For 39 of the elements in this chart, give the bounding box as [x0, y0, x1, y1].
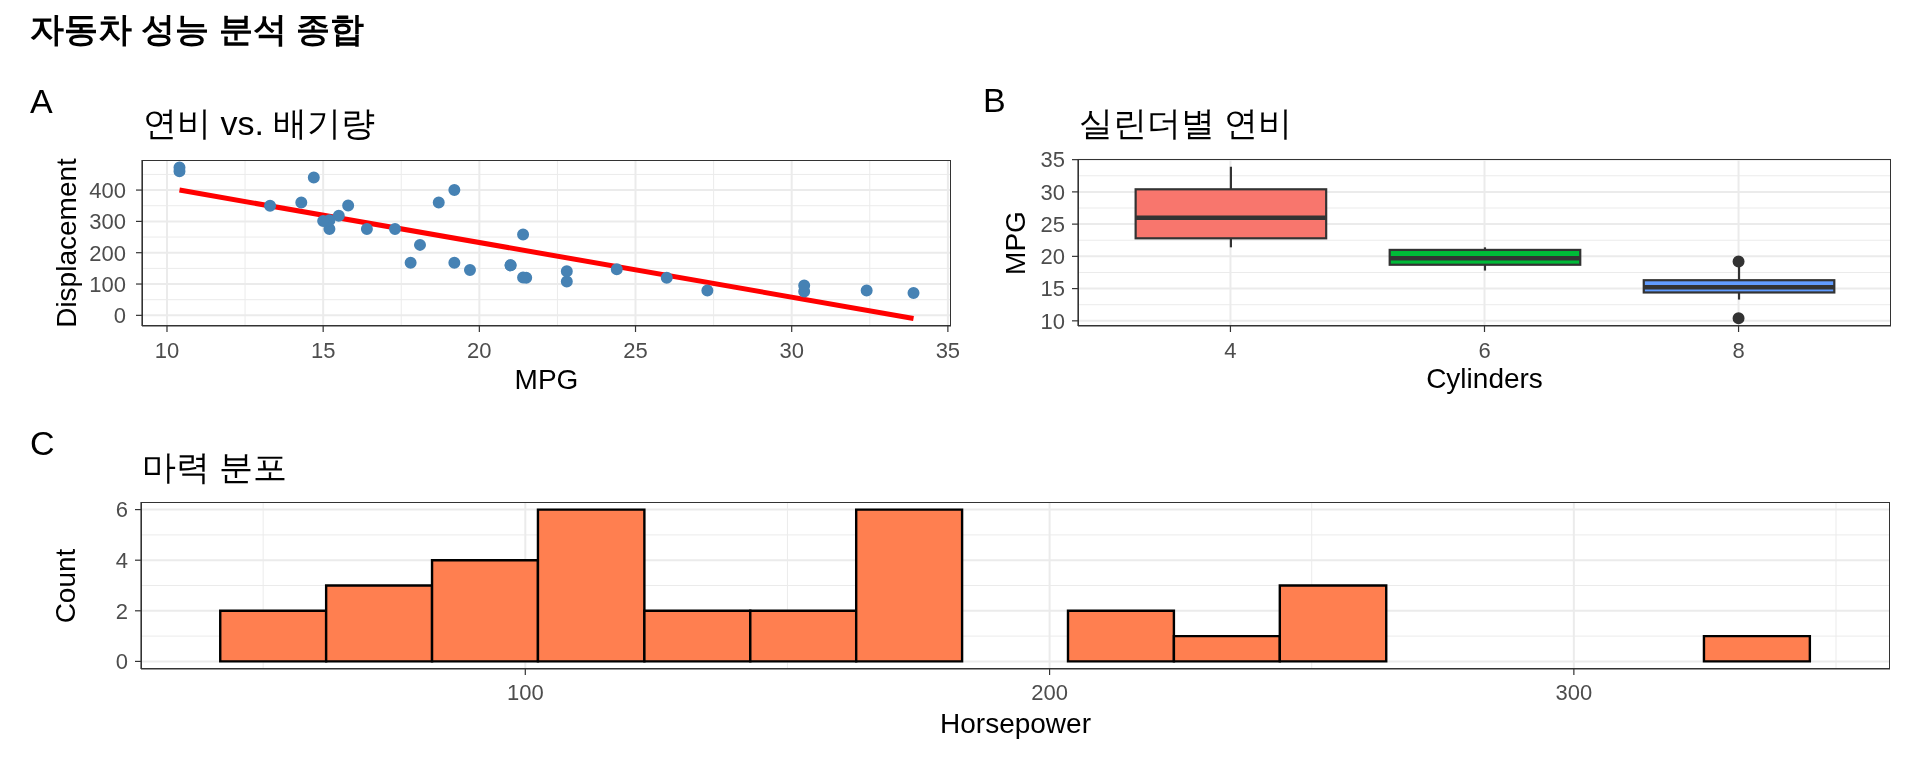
text: A — [30, 82, 53, 120]
x-tick-label: 30 — [779, 337, 804, 363]
chart-title: 실린더별 연비 — [1079, 104, 1293, 142]
y-tick-label: 400 — [89, 177, 126, 203]
x-tick-label: 25 — [623, 337, 648, 363]
y-tick-label: 200 — [89, 240, 126, 266]
y-tick-label: 10 — [1040, 308, 1065, 334]
y-tick-label: 25 — [1040, 211, 1065, 237]
y-tick-label: 30 — [1040, 179, 1065, 205]
x-tick-label: 4 — [1224, 337, 1237, 363]
chart-title: 마력 분포 — [142, 448, 288, 486]
y-tick-label: 35 — [1040, 147, 1065, 173]
x-tick-label: 15 — [310, 337, 336, 363]
y-axis-title: Count — [50, 548, 81, 623]
x-tick-label: 10 — [154, 337, 180, 363]
y-tick-label: 0 — [115, 649, 128, 675]
y-tick-label: 2 — [115, 598, 128, 624]
text: B — [983, 81, 1006, 119]
x-tick-label: 100 — [506, 679, 544, 705]
text: 자동차 성능 분석 종합 — [30, 10, 365, 48]
y-tick-label: 0 — [113, 303, 126, 329]
chart-title: 연비 vs. 배기량 — [143, 104, 376, 142]
text: C — [30, 424, 55, 462]
y-tick-label: 4 — [115, 548, 128, 574]
y-tick-label: 6 — [115, 497, 128, 523]
x-tick-label: 300 — [1555, 679, 1593, 705]
x-axis-title: Cylinders — [1426, 363, 1543, 394]
y-tick-label: 300 — [89, 209, 126, 235]
y-axis-title: Displacement — [51, 158, 82, 328]
x-tick-label: 35 — [935, 337, 961, 363]
x-tick-label: 20 — [467, 337, 492, 363]
x-tick-label: 6 — [1478, 337, 1491, 363]
y-tick-label: 100 — [89, 271, 126, 297]
y-tick-label: 15 — [1040, 276, 1065, 302]
x-axis-title: MPG — [514, 364, 579, 395]
y-tick-label: 20 — [1040, 244, 1065, 270]
x-axis-title: Horsepower — [940, 708, 1091, 739]
y-axis-title: MPG — [1000, 210, 1031, 275]
x-tick-label: 8 — [1732, 337, 1745, 363]
